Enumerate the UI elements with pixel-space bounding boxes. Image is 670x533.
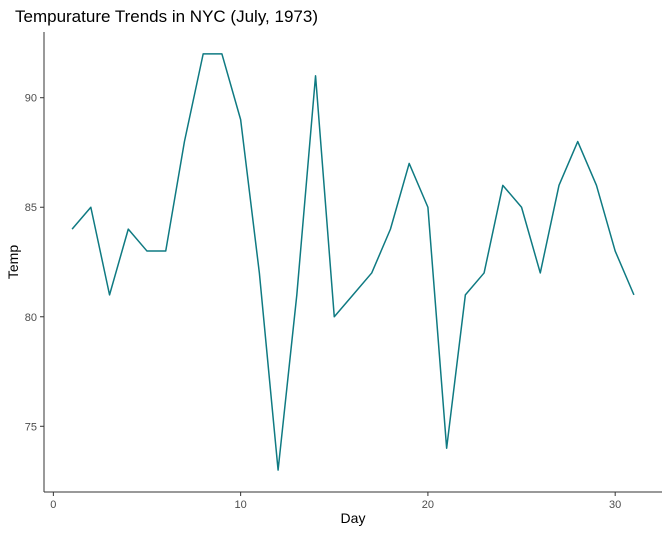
data-point xyxy=(483,271,486,274)
data-point xyxy=(314,74,317,77)
data-point xyxy=(370,271,373,274)
x-tick-label: 30 xyxy=(609,499,621,511)
data-point xyxy=(164,250,167,253)
chart-title: Tempurature Trends in NYC (July, 1973) xyxy=(15,7,318,26)
data-point xyxy=(558,184,561,187)
series-line xyxy=(71,53,635,471)
data-point xyxy=(239,118,242,121)
x-axis-ticks: 0 10 20 30 xyxy=(50,492,621,511)
data-point xyxy=(352,293,355,296)
x-axis-title: Day xyxy=(341,510,366,526)
data-point xyxy=(146,250,149,253)
data-point xyxy=(464,293,467,296)
x-tick-label: 0 xyxy=(50,499,56,511)
x-tick-label: 10 xyxy=(235,499,247,511)
data-point xyxy=(71,228,74,231)
y-axis-title: Temp xyxy=(5,245,21,279)
y-tick-label: 75 xyxy=(25,421,37,433)
y-tick-label: 85 xyxy=(25,202,37,214)
data-point xyxy=(202,52,205,55)
data-point xyxy=(576,140,579,143)
data-point xyxy=(426,206,429,209)
data-point xyxy=(108,293,111,296)
data-point xyxy=(277,469,280,472)
data-point xyxy=(632,293,635,296)
data-point xyxy=(408,162,411,165)
data-point xyxy=(89,206,92,209)
data-point xyxy=(295,293,298,296)
data-point xyxy=(220,52,223,55)
series-group xyxy=(71,52,635,472)
data-point xyxy=(258,271,261,274)
y-tick-label: 80 xyxy=(25,312,37,324)
data-point xyxy=(539,271,542,274)
y-tick-label: 90 xyxy=(25,93,37,105)
data-point xyxy=(501,184,504,187)
data-point xyxy=(127,228,130,231)
data-point xyxy=(595,184,598,187)
x-tick-label: 20 xyxy=(422,499,434,511)
data-point xyxy=(520,206,523,209)
data-point xyxy=(333,315,336,318)
y-axis-ticks: 75 80 85 90 xyxy=(25,93,44,433)
data-point xyxy=(389,228,392,231)
data-point xyxy=(445,447,448,450)
data-point xyxy=(183,140,186,143)
data-point xyxy=(614,250,617,253)
